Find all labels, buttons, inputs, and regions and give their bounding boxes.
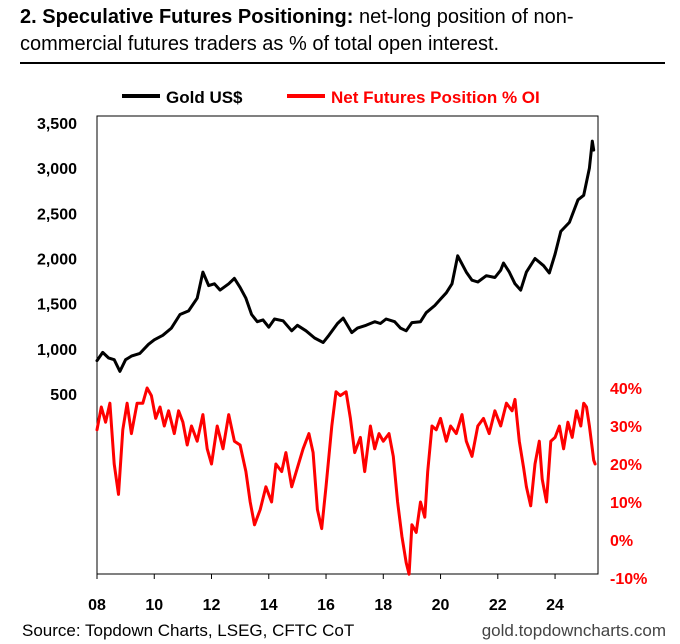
right-axis: 40% 30% 20% 10% 0% -10% [610,381,647,588]
x-tick-label: 12 [203,597,221,614]
legend-label-net: Net Futures Position % OI [331,88,540,107]
legend-label-gold: Gold US$ [166,88,243,107]
left-tick-label: 1,500 [37,297,77,314]
x-tick-label: 16 [317,597,335,614]
left-tick-label: 1,000 [37,342,77,359]
left-tick-label: 3,000 [37,161,77,178]
x-tick-label: 24 [546,597,564,614]
left-tick-label: 3,500 [37,116,77,133]
left-tick-label: 2,000 [37,252,77,269]
right-tick-label: 20% [610,457,642,474]
left-tick-label: 2,500 [37,206,77,223]
x-tick-label: 18 [374,597,392,614]
left-axis: 500 1,000 1,500 2,000 2,500 3,000 3,500 [37,116,77,404]
plot-area [96,115,599,575]
chart-title: 2. Speculative Futures Positioning: net-… [20,4,665,58]
x-tick-label: 22 [489,597,507,614]
chart: Gold US$ Net Futures Position % OI 500 1,… [37,88,647,614]
right-tick-label: -10% [610,571,647,588]
left-tick-label: 500 [50,387,77,404]
source-note: Source: Topdown Charts, LSEG, CFTC CoT [22,621,355,640]
right-tick-label: 10% [610,495,642,512]
series-layer [95,139,597,576]
x-tick-label: 14 [260,597,278,614]
series-line-gold [95,139,596,373]
right-tick-label: 30% [610,419,642,436]
right-tick-label: 0% [610,533,633,550]
x-tick-label: 08 [88,597,106,614]
chart-title-bold: 2. Speculative Futures Positioning: [20,6,354,28]
chart-title-rest: net-long position of non-commercial futu… [20,6,574,55]
website-link[interactable]: gold.topdowncharts.com [481,621,666,640]
x-axis: 08 10 12 14 16 18 20 22 24 [88,574,564,614]
x-tick-label: 20 [432,597,450,614]
legend: Gold US$ Net Futures Position % OI [122,88,540,107]
x-tick-label: 10 [145,597,163,614]
title-rule [20,62,665,64]
series-line-net-futures [95,386,597,576]
right-tick-label: 40% [610,381,642,398]
